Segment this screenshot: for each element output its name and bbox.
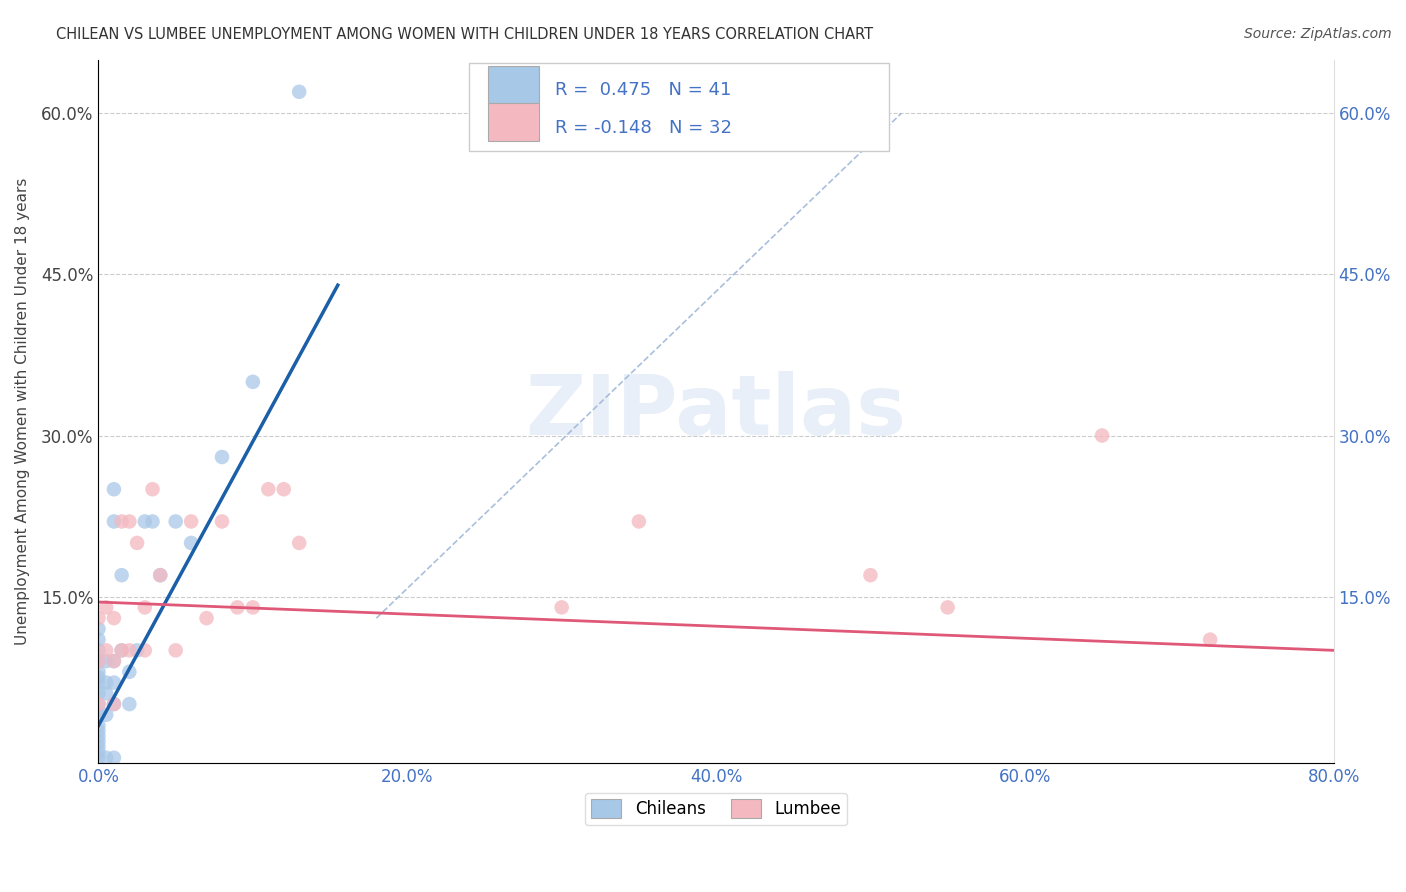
Point: [87, 729, 110, 743]
Point: [103, 654, 125, 668]
Point: [87, 654, 110, 668]
Point: [288, 536, 311, 550]
Point: [87, 670, 110, 684]
Point: [111, 515, 134, 529]
Point: [96, 600, 118, 615]
Point: [211, 450, 233, 464]
Point: [87, 745, 110, 759]
Point: [226, 600, 249, 615]
Point: [257, 482, 280, 496]
Point: [118, 643, 141, 657]
Point: [111, 568, 134, 582]
Text: Source: ZipAtlas.com: Source: ZipAtlas.com: [1244, 27, 1392, 41]
Point: [111, 643, 134, 657]
Point: [87, 611, 110, 625]
Point: [141, 482, 163, 496]
Point: [118, 665, 141, 679]
Point: [859, 568, 882, 582]
Point: [149, 568, 172, 582]
Point: [211, 515, 233, 529]
FancyBboxPatch shape: [470, 63, 889, 151]
Point: [103, 654, 125, 668]
Point: [180, 536, 202, 550]
Point: [103, 482, 125, 496]
Point: [87, 643, 110, 657]
Text: CHILEAN VS LUMBEE UNEMPLOYMENT AMONG WOMEN WITH CHILDREN UNDER 18 YEARS CORRELAT: CHILEAN VS LUMBEE UNEMPLOYMENT AMONG WOM…: [56, 27, 873, 42]
Point: [87, 665, 110, 679]
Point: [103, 611, 125, 625]
Point: [103, 751, 125, 765]
Point: [111, 643, 134, 657]
Point: [627, 515, 650, 529]
Point: [87, 632, 110, 647]
Point: [87, 654, 110, 668]
Point: [87, 675, 110, 690]
Point: [118, 515, 141, 529]
Point: [165, 515, 187, 529]
Point: [125, 643, 148, 657]
Point: [103, 697, 125, 711]
Point: [550, 600, 572, 615]
Point: [273, 482, 295, 496]
Point: [87, 751, 110, 765]
Point: [103, 697, 125, 711]
FancyBboxPatch shape: [488, 103, 540, 141]
Point: [103, 515, 125, 529]
Point: [242, 600, 264, 615]
Point: [87, 734, 110, 748]
Point: [134, 515, 156, 529]
Point: [96, 707, 118, 722]
Point: [125, 536, 148, 550]
Point: [1199, 632, 1222, 647]
Point: [87, 739, 110, 754]
Point: [96, 686, 118, 700]
Point: [165, 643, 187, 657]
FancyBboxPatch shape: [488, 66, 540, 103]
Point: [118, 697, 141, 711]
Point: [134, 600, 156, 615]
Point: [96, 751, 118, 765]
Point: [180, 515, 202, 529]
Point: [87, 718, 110, 732]
Point: [288, 85, 311, 99]
Point: [96, 654, 118, 668]
Point: [936, 600, 959, 615]
Text: R =  0.475   N = 41: R = 0.475 N = 41: [555, 81, 733, 99]
Legend: Chileans, Lumbee: Chileans, Lumbee: [585, 793, 848, 825]
Text: R = -0.148   N = 32: R = -0.148 N = 32: [555, 119, 733, 136]
Point: [134, 643, 156, 657]
Text: ZIPatlas: ZIPatlas: [526, 371, 907, 452]
Point: [195, 611, 218, 625]
Point: [87, 697, 110, 711]
Point: [87, 686, 110, 700]
Point: [87, 707, 110, 722]
Point: [96, 643, 118, 657]
Y-axis label: Unemployment Among Women with Children Under 18 years: Unemployment Among Women with Children U…: [15, 178, 30, 645]
Point: [87, 723, 110, 738]
Point: [1091, 428, 1114, 442]
Point: [87, 697, 110, 711]
Point: [87, 622, 110, 636]
Point: [96, 675, 118, 690]
Point: [141, 515, 163, 529]
Point: [149, 568, 172, 582]
Point: [242, 375, 264, 389]
Point: [103, 675, 125, 690]
